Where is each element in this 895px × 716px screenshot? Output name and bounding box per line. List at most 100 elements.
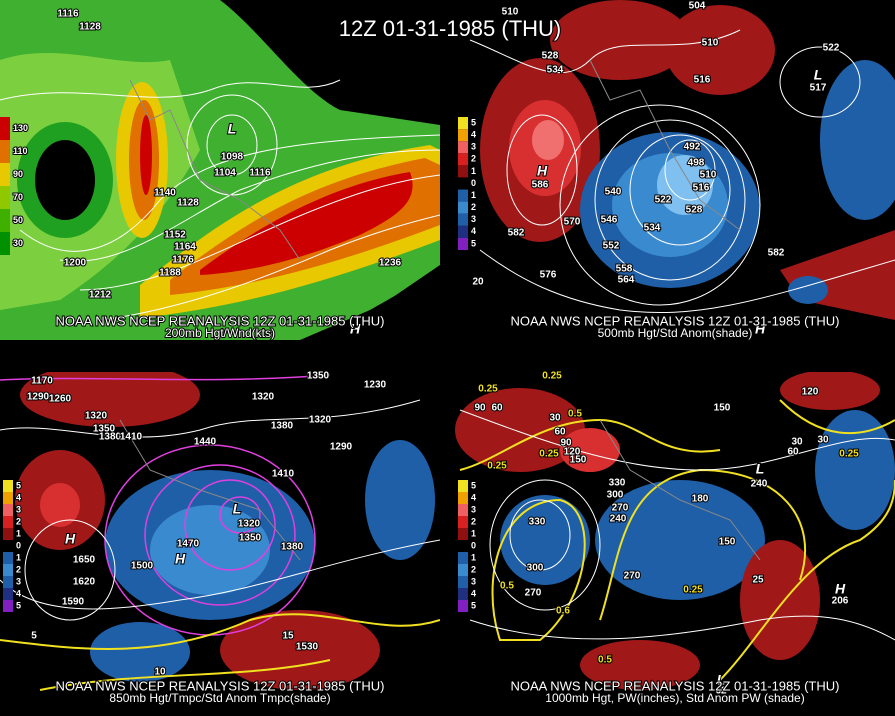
colorbar-swatch bbox=[458, 600, 468, 612]
contour-label: 516 bbox=[694, 75, 711, 86]
contour-label: 528 bbox=[686, 205, 703, 216]
contour-label: 1530 bbox=[296, 642, 319, 653]
panel-subtitle: 850mb Hgt/Tmpc/Std Anom Tmpc(shade) bbox=[109, 691, 330, 705]
colorbar-label: 1 bbox=[471, 552, 476, 562]
contour-label: 504 bbox=[689, 1, 706, 12]
contour-label: 30 bbox=[791, 437, 803, 448]
colorbar-label: 0 bbox=[471, 540, 476, 550]
contour-label: 150 bbox=[719, 537, 736, 548]
colorbar-label: 1 bbox=[471, 166, 476, 176]
pressure-center: H bbox=[835, 581, 846, 597]
colorbar-swatch bbox=[3, 528, 13, 540]
contour-label: 270 bbox=[612, 503, 629, 514]
colorbar-swatch bbox=[0, 209, 10, 232]
colorbar-label: 3 bbox=[471, 214, 476, 224]
contour-label: 586 bbox=[532, 180, 549, 191]
pressure-center: H bbox=[350, 321, 361, 337]
contour-label: 0.25 bbox=[539, 449, 559, 460]
contour-label: 0.25 bbox=[542, 371, 562, 382]
contour-label: 60 bbox=[554, 427, 566, 438]
contour-label: 60 bbox=[787, 447, 799, 458]
contour-label: 0.5 bbox=[568, 409, 582, 420]
colorbar-swatch bbox=[458, 153, 468, 166]
contour-label: 270 bbox=[624, 571, 641, 582]
colorbar-label: 4 bbox=[16, 588, 21, 598]
contour-label: 0.5 bbox=[598, 655, 612, 666]
contour-label: 0.5 bbox=[500, 581, 514, 592]
contour-label: 206 bbox=[832, 596, 849, 607]
colorbar-swatch bbox=[3, 588, 13, 600]
contour-label: 150 bbox=[570, 455, 587, 466]
contour-label: 5 bbox=[31, 631, 37, 642]
contour-label: 0.25 bbox=[487, 461, 507, 472]
contour-label: 0.25 bbox=[683, 585, 703, 596]
contour-label: 1170 bbox=[31, 376, 53, 387]
contour-label: 534 bbox=[547, 65, 564, 76]
contour-label: 300 bbox=[527, 563, 544, 574]
colorbar-swatch bbox=[458, 540, 468, 552]
contour-label: 1380 bbox=[271, 421, 294, 432]
contour-label: 15 bbox=[282, 631, 294, 642]
contour-label: 1470 bbox=[177, 539, 200, 550]
colorbar-swatch bbox=[458, 189, 468, 202]
contour-label: 1320 bbox=[252, 392, 275, 403]
contour-label: 240 bbox=[610, 514, 627, 525]
contour-label: 90 bbox=[474, 403, 486, 414]
colorbar-swatch bbox=[3, 504, 13, 516]
colorbar-label: 1 bbox=[471, 528, 476, 538]
contour-label: 30 bbox=[817, 435, 829, 446]
contour-label: 1116 bbox=[249, 168, 271, 179]
colorbar-swatch bbox=[0, 163, 10, 186]
pressure-center: L bbox=[228, 121, 237, 137]
contour-label: 0.6 bbox=[556, 606, 570, 617]
panel-1000mb bbox=[455, 372, 895, 704]
contour-label: 558 bbox=[616, 264, 633, 275]
colorbar-swatch bbox=[458, 564, 468, 576]
colorbar-swatch bbox=[458, 492, 468, 504]
contour-label: 510 bbox=[700, 170, 717, 181]
contour-label: 564 bbox=[618, 275, 635, 286]
colorbar-swatch bbox=[458, 225, 468, 238]
colorbar-swatch bbox=[458, 201, 468, 214]
contour-label: 1620 bbox=[73, 577, 96, 588]
contour-label: 1410 bbox=[120, 432, 143, 443]
colorbar-swatch bbox=[458, 552, 468, 564]
colorbar-swatch bbox=[458, 177, 468, 190]
panel-caption: NOAA NWS NCEP REANALYSIS 12Z 01-31-1985 … bbox=[56, 678, 385, 693]
colorbar-swatch bbox=[458, 129, 468, 142]
contour-label: 1440 bbox=[194, 437, 217, 448]
contour-label: 10 bbox=[154, 667, 166, 678]
pressure-center: L bbox=[233, 501, 242, 517]
contour-label: 1152 bbox=[164, 230, 186, 241]
colorbar-label: 0 bbox=[471, 178, 476, 188]
panel-caption: NOAA NWS NCEP REANALYSIS 12Z 01-31-1985 … bbox=[56, 313, 385, 328]
colorbar-label: 0 bbox=[16, 540, 21, 550]
contour-label: 534 bbox=[644, 223, 661, 234]
contour-label: 1098 bbox=[221, 152, 244, 163]
panel-850mb bbox=[0, 372, 440, 704]
colorbar-swatch bbox=[0, 140, 10, 163]
contour-label: 1320 bbox=[238, 519, 261, 530]
contour-label: 540 bbox=[605, 187, 622, 198]
colorbar-label: 2 bbox=[471, 154, 476, 164]
panel-subtitle: 1000mb Hgt, PW(inches), Std Anom PW (sha… bbox=[545, 691, 804, 705]
contour-label: 1320 bbox=[309, 415, 332, 426]
pressure-center: H bbox=[537, 163, 548, 179]
colorbar-swatch bbox=[3, 540, 13, 552]
contour-label: 1380 bbox=[99, 432, 122, 443]
colorbar-label: 4 bbox=[471, 226, 476, 236]
contour-label: 1500 bbox=[131, 561, 154, 572]
contour-label: 582 bbox=[508, 228, 525, 239]
contour-label: 1650 bbox=[73, 555, 96, 566]
colorbar-label: 4 bbox=[471, 492, 476, 502]
colorbar-label: 4 bbox=[471, 588, 476, 598]
contour-label: 1350 bbox=[307, 371, 330, 382]
panel-subtitle: 200mb Hgt/Wnd(kts) bbox=[165, 326, 275, 340]
colorbar-label: 130 bbox=[13, 123, 28, 133]
contour-label: 120 bbox=[564, 447, 581, 458]
colorbar-swatch bbox=[458, 504, 468, 516]
pressure-center: H bbox=[175, 551, 186, 567]
colorbar-swatch bbox=[0, 117, 10, 140]
